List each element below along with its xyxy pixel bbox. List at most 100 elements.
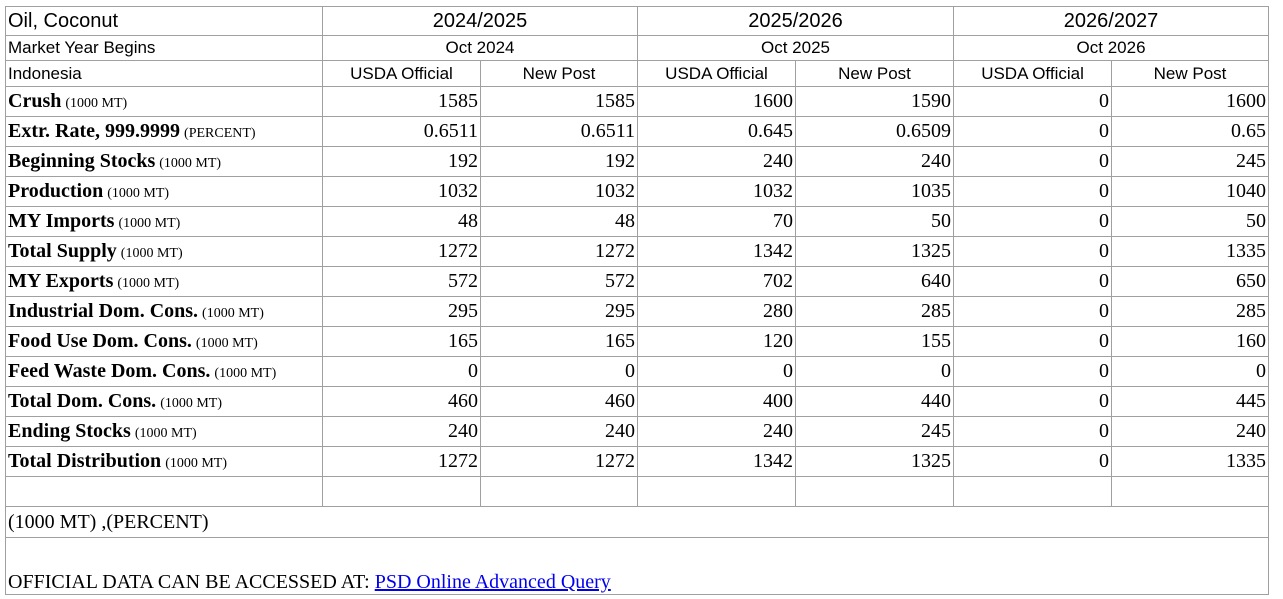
commodity: Oil, Coconut [5,6,323,36]
psd-link[interactable]: PSD Online Advanced Query [374,571,611,593]
value-cell: 1335 [1111,446,1270,477]
column-header: New Post [795,60,955,87]
value-cell: 0 [795,356,955,387]
table-row: Indonesia USDA Official New Post USDA Offic… [5,60,1270,87]
year-header: 2024/2025 [321,6,639,36]
table-row: MY Imports (1000 MT) 48 48 70 50 0 50 [5,206,1270,237]
value-cell: 50 [1111,206,1270,237]
value-cell: 285 [795,296,955,327]
value-cell: 440 [795,386,955,417]
table-row: Beginning Stocks (1000 MT) 192 192 240 240 0 2… [5,146,1270,177]
table-row: Feed Waste Dom. Cons. (1000 MT) 0 0 0 0 0 0 [5,356,1270,387]
value-cell: 0 [953,266,1113,297]
attribute: Production [8,180,104,202]
value-cell: 240 [795,146,955,177]
value-cell: 0 [953,446,1113,477]
unit: (1000 MT) [214,366,277,381]
table-row: Production (1000 MT) 1032 1032 1032 1035 0 104… [5,176,1270,207]
unit: (1000 MT) [134,426,197,441]
unit: (1000 MT) [107,186,170,201]
column-header: New Post [479,60,639,87]
value-cell: 240 [479,416,639,447]
value-cell: 50 [795,206,955,237]
market-year-label: Market Year Begins [5,35,323,61]
value-cell: 1585 [322,86,481,117]
row-label: Crush (1000 MT) [5,86,323,117]
year-begins: Oct 2026 [953,35,1270,61]
value-cell: 160 [1111,326,1270,357]
row-label: Total Supply (1000 MT) [5,236,323,267]
value-cell: 1325 [795,446,955,477]
value-cell: 702 [637,266,797,297]
attribute: Feed Waste Dom. Cons. [8,360,211,382]
value-cell: 245 [795,416,955,447]
value-cell: 295 [322,296,481,327]
unit: (1000 MT) [120,246,183,261]
value-cell: 0 [953,296,1113,327]
attribute: Total Supply [8,240,117,262]
row-label: Production (1000 MT) [5,176,323,207]
value-cell: 0.65 [1111,116,1270,147]
psd-table: Oil, Coconut 2024/2025 2025/2026 2026/2027 M… [4,6,1270,595]
value-cell: 0 [953,386,1113,417]
unit: (PERCENT) [184,126,256,141]
access-note: OFFICIAL DATA CAN BE ACCESSED AT: PSD On… [4,537,1270,595]
value-cell: 240 [322,416,481,447]
value-cell: 640 [795,266,955,297]
value-cell: 192 [322,146,481,177]
row-label: Total Dom. Cons. (1000 MT) [5,386,323,417]
value-cell: 460 [322,386,481,417]
row-label: Food Use Dom. Cons. (1000 MT) [5,326,323,357]
value-cell: 1032 [479,176,639,207]
year-header: 2025/2026 [637,6,955,36]
value-cell: 1032 [637,176,797,207]
empty-cell [479,476,639,507]
value-cell: 0 [953,206,1113,237]
row-label: Extr. Rate, 999.9999 (PERCENT) [5,116,323,147]
row-label: Total Distribution (1000 MT) [5,446,323,477]
units-note: (1000 MT) ,(PERCENT) [4,506,1270,538]
unit: (1000 MT) [118,216,181,231]
value-cell: 1325 [795,236,955,267]
unit: (1000 MT) [159,156,222,171]
table-row: Food Use Dom. Cons. (1000 MT) 165 165 120 15… [5,326,1270,357]
value-cell: 0 [953,146,1113,177]
attribute: Total Dom. Cons. [8,390,157,412]
row-label: Ending Stocks (1000 MT) [5,416,323,447]
row-label: Beginning Stocks (1000 MT) [5,146,323,177]
table-row: Crush (1000 MT) 1585 1585 1600 1590 0 1600 [5,86,1270,117]
row-label: MY Exports (1000 MT) [5,266,323,297]
unit: (1000 MT) [117,276,180,291]
table-body: Oil, Coconut 2024/2025 2025/2026 2026/2027 M… [4,6,1270,595]
value-cell: 0 [953,356,1113,387]
value-cell: 1272 [322,236,481,267]
value-cell: 1600 [637,86,797,117]
table-row: Total Distribution (1000 MT) 1272 1272 1342… [5,446,1270,477]
value-cell: 240 [637,416,797,447]
year-begins: Oct 2024 [321,35,639,61]
unit: (1000 MT) [65,96,128,111]
value-cell: 0 [953,86,1113,117]
table-row: Extr. Rate, 999.9999 (PERCENT) 0.6511 0.65… [5,116,1270,147]
column-header: USDA Official [637,60,797,87]
value-cell: 0 [637,356,797,387]
value-cell: 0 [479,356,639,387]
value-cell: 1585 [479,86,639,117]
value-cell: 240 [1111,416,1270,447]
attribute: Extr. Rate, 999.9999 [8,120,181,142]
value-cell: 0.6509 [795,116,955,147]
value-cell: 1342 [637,236,797,267]
value-cell: 155 [795,326,955,357]
unit: (1000 MT) [160,396,223,411]
attribute: MY Imports [8,210,115,232]
value-cell: 1342 [637,446,797,477]
value-cell: 1335 [1111,236,1270,267]
value-cell: 1600 [1111,86,1270,117]
table-row: Ending Stocks (1000 MT) 240 240 240 245 0 240 [5,416,1270,447]
unit: (1000 MT) [202,306,264,321]
value-cell: 285 [1111,296,1270,327]
row-label: Industrial Dom. Cons. (1000 MT) [5,296,323,327]
unit: (1000 MT) [195,336,258,351]
value-cell: 0 [953,116,1113,147]
